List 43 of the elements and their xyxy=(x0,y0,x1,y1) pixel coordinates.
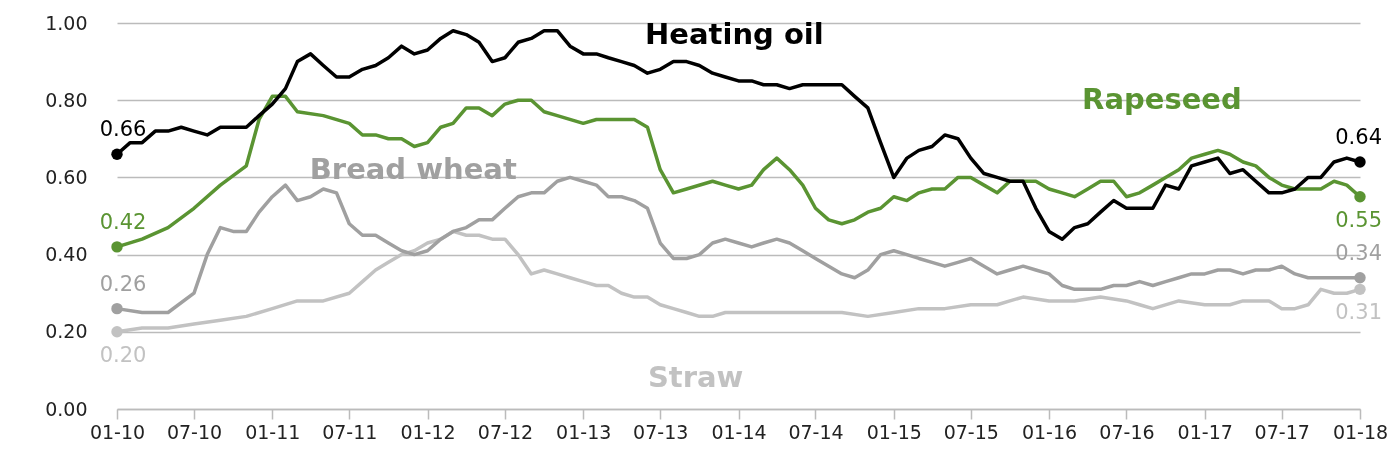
point xyxy=(1354,283,1366,296)
y-tick-label: 0.00 xyxy=(45,397,88,420)
x-tick-label: 07-13 xyxy=(633,420,689,443)
point xyxy=(1354,156,1366,168)
series-label: Rapeseed xyxy=(1082,82,1242,117)
data-label: 0.42 xyxy=(99,209,147,234)
point xyxy=(111,326,123,338)
point xyxy=(1354,272,1366,284)
x-tick-label: 07-11 xyxy=(322,420,378,443)
x-tick-label: 01-12 xyxy=(400,420,456,443)
x-tick-label: 07-12 xyxy=(477,420,534,443)
data-label: 0.66 xyxy=(99,117,147,142)
data-label: 0.31 xyxy=(1335,300,1382,325)
series-label: Bread wheat xyxy=(309,151,517,186)
y-tick-label: 0.60 xyxy=(45,165,88,188)
point xyxy=(111,241,123,253)
x-tick-label: 01-15 xyxy=(866,420,922,443)
y-tick-label: 0.20 xyxy=(45,320,88,343)
x-tick-label: 01-17 xyxy=(1177,420,1233,443)
x-tick-label: 07-16 xyxy=(1099,420,1155,443)
data-label: 0.55 xyxy=(1335,207,1382,232)
point xyxy=(111,302,123,315)
y-tick-label: 0.40 xyxy=(45,243,88,266)
x-tick-label: 01-10 xyxy=(89,420,146,443)
x-tick-label: 01-14 xyxy=(711,420,767,443)
data-label: 0.64 xyxy=(1335,124,1382,149)
y-tick-label: 1.00 xyxy=(45,11,88,34)
x-tick-label: 01-11 xyxy=(245,420,301,443)
series-label: Heating oil xyxy=(645,16,824,51)
x-tick-label: 07-14 xyxy=(788,420,844,443)
x-tick-label: 07-17 xyxy=(1254,420,1310,443)
series-label: Straw xyxy=(647,360,744,395)
data-label: 0.34 xyxy=(1335,240,1382,265)
x-tick-label: 07-15 xyxy=(943,420,999,443)
data-label: 0.20 xyxy=(99,342,147,367)
point xyxy=(111,148,123,160)
x-tick-label: 07-10 xyxy=(166,420,223,443)
x-tick-label: 01-13 xyxy=(556,420,612,443)
x-tick-label: 01-18 xyxy=(1332,420,1389,443)
data-label: 0.26 xyxy=(99,271,147,296)
point xyxy=(1354,191,1366,203)
y-tick-label: 0.80 xyxy=(45,88,88,111)
x-tick-label: 01-16 xyxy=(1021,420,1078,443)
